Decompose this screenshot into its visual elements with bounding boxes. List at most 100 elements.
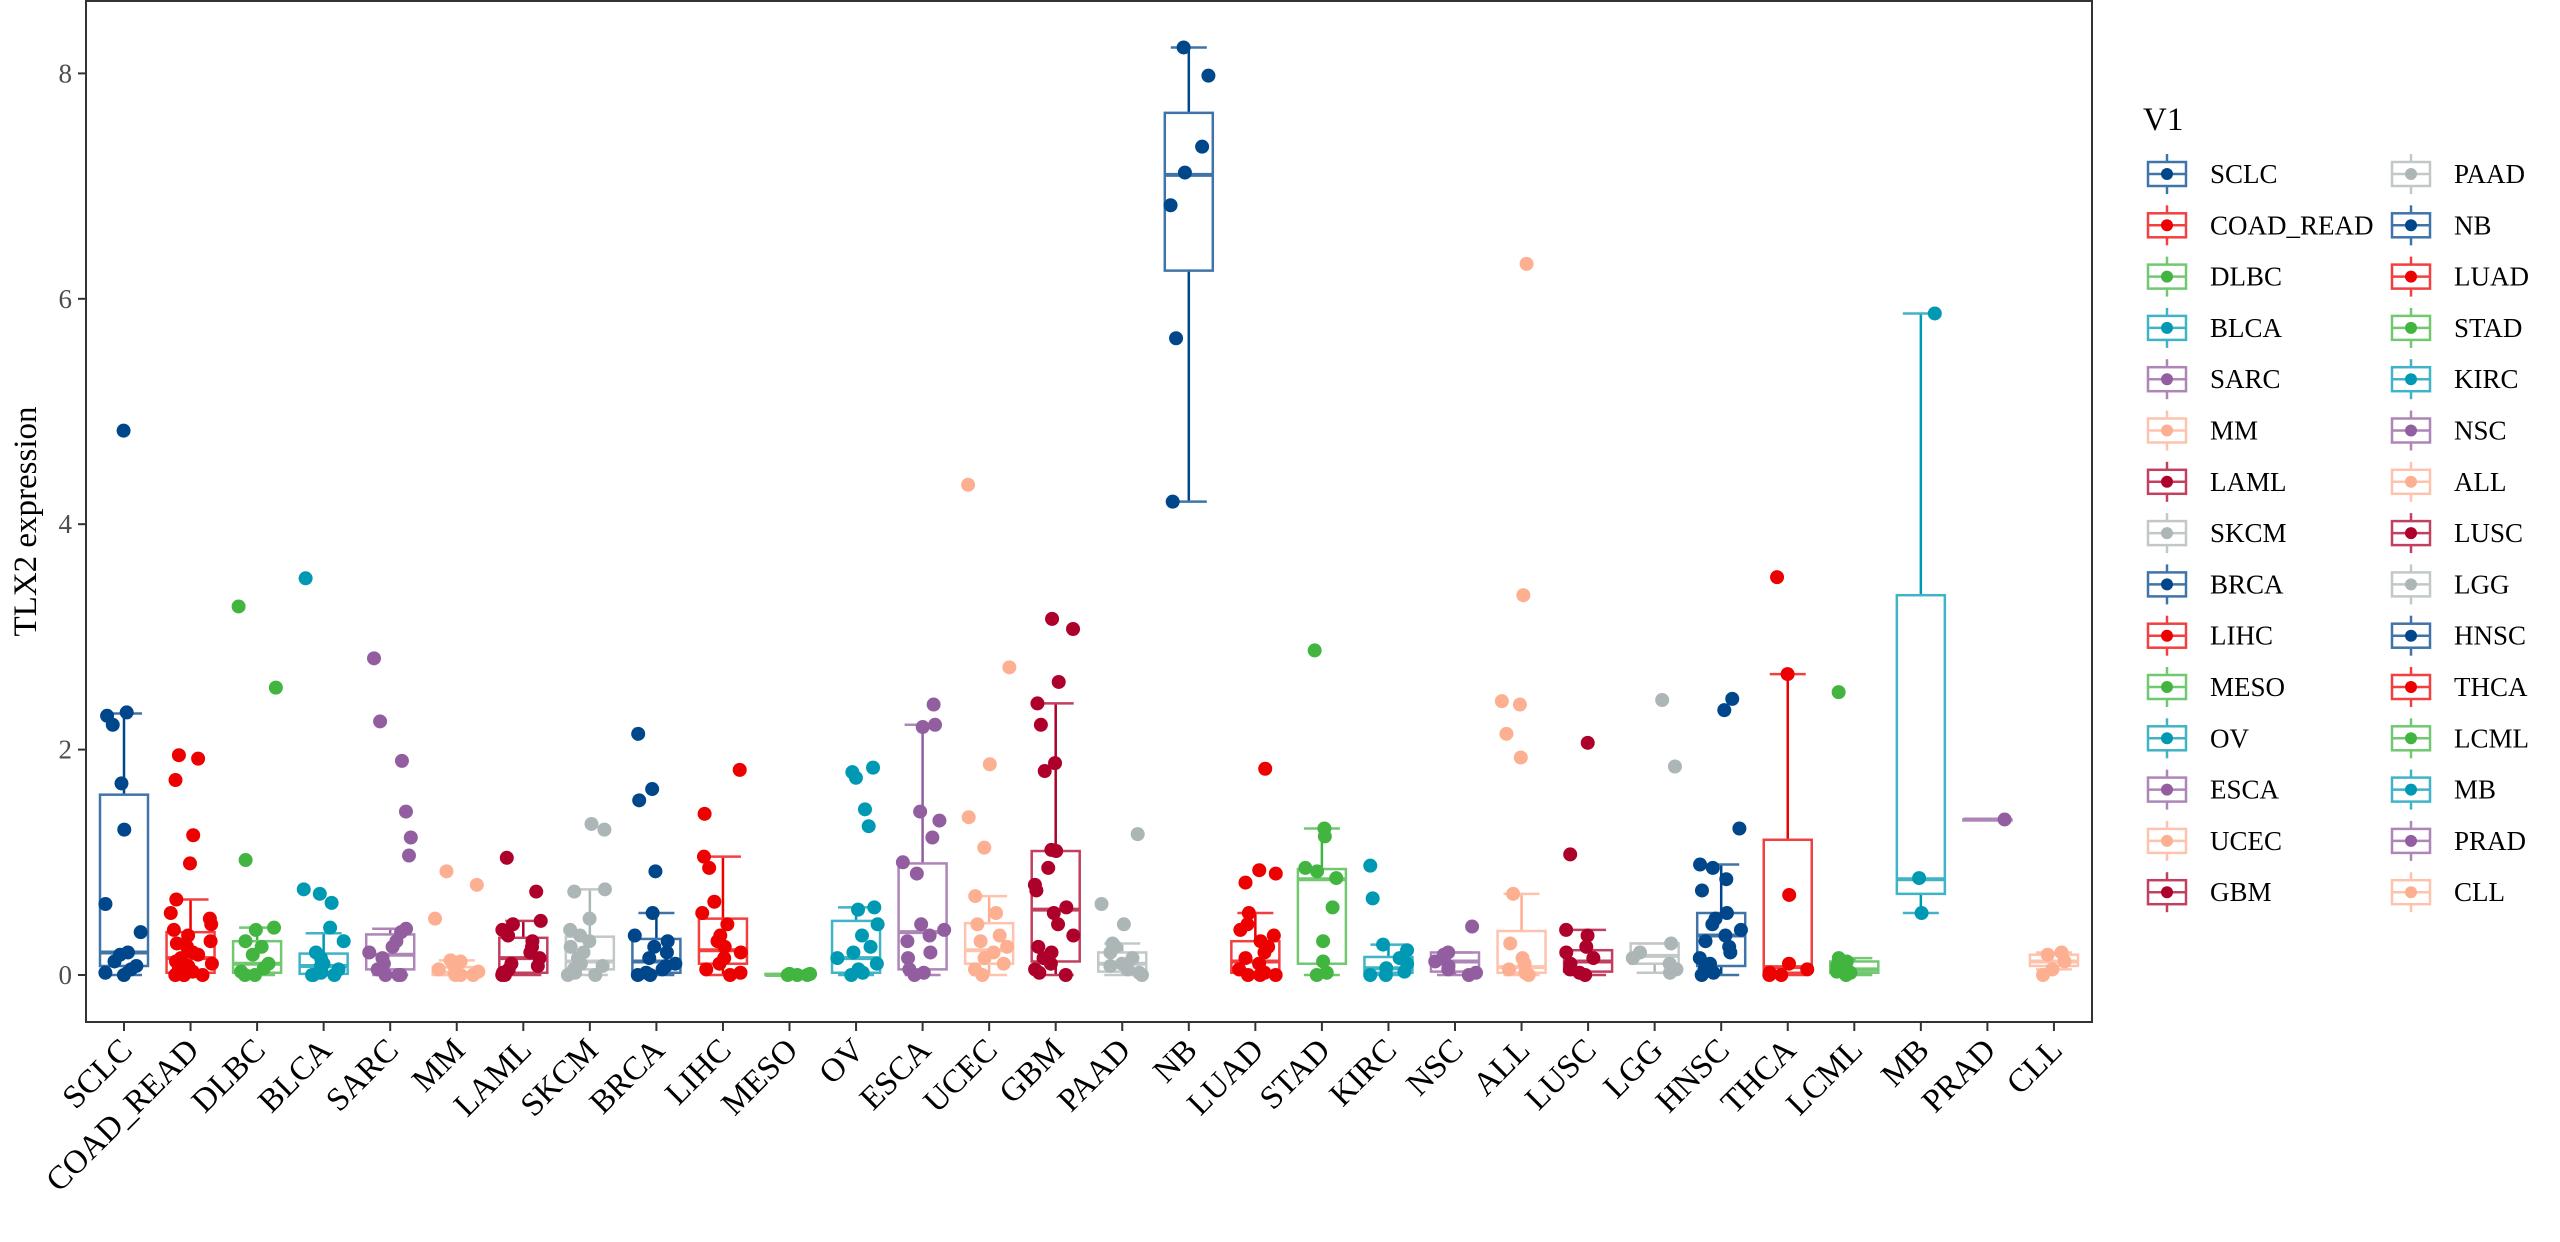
- legend-label: STAD: [2454, 313, 2522, 343]
- data-point: [1698, 934, 1713, 949]
- data-point: [1253, 968, 1268, 982]
- legend-item-sarc[interactable]: SARC: [2146, 359, 2281, 400]
- legend-item-sclc[interactable]: SCLC: [2146, 154, 2278, 194]
- data-point: [1580, 928, 1595, 943]
- data-point: [996, 956, 1011, 971]
- legend-item-lgg[interactable]: LGG: [2390, 564, 2510, 605]
- legend-item-brca[interactable]: BRCA: [2146, 564, 2284, 605]
- data-point: [324, 895, 339, 910]
- box-group-stad: [1296, 643, 1348, 982]
- data-point: [2036, 968, 2051, 982]
- data-point: [1363, 968, 1378, 982]
- data-point: [1238, 875, 1253, 890]
- data-point: [1719, 872, 1734, 887]
- data-point: [720, 917, 735, 932]
- box-group-mb: [1895, 306, 1947, 921]
- legend-title: V1: [2143, 102, 2183, 138]
- legend-item-thca[interactable]: THCA: [2390, 667, 2528, 707]
- data-point: [1732, 821, 1747, 836]
- data-point: [1268, 968, 1283, 982]
- legend-item-esca[interactable]: ESCA: [2146, 769, 2280, 810]
- data-point: [863, 939, 878, 954]
- legend-item-nb[interactable]: NB: [2390, 205, 2492, 246]
- data-point: [1762, 968, 1777, 982]
- box-group-lgg: [1625, 693, 1684, 980]
- box-iqr: [98, 793, 150, 968]
- y-tick-label: 0: [59, 960, 73, 990]
- data-point: [1165, 494, 1180, 509]
- x-tick-label: ESCA: [853, 1032, 938, 1117]
- data-point: [1662, 965, 1677, 980]
- data-point: [697, 806, 712, 821]
- data-point: [1201, 68, 1216, 83]
- legend-label: UCEC: [2210, 826, 2282, 856]
- legend-item-all[interactable]: ALL: [2390, 461, 2506, 502]
- legend-item-lusc[interactable]: LUSC: [2390, 513, 2523, 554]
- data-point: [1441, 962, 1456, 977]
- data-point: [915, 720, 930, 735]
- data-point: [1800, 962, 1815, 977]
- data-point: [857, 802, 872, 817]
- legend-item-mb[interactable]: MB: [2390, 769, 2496, 810]
- legend-item-meso[interactable]: MESO: [2146, 667, 2285, 707]
- data-point: [163, 906, 178, 921]
- legend-item-stad[interactable]: STAD: [2390, 307, 2522, 348]
- data-point: [631, 726, 646, 741]
- data-point: [932, 813, 947, 828]
- data-point: [1782, 887, 1797, 902]
- data-point: [1397, 964, 1412, 979]
- legend-item-lcml[interactable]: LCML: [2390, 718, 2529, 759]
- data-point: [237, 968, 252, 982]
- legend: V1 SCLC COAD_READ DLBC BLCA SARC MM LAML SKCM BR…: [2143, 102, 2529, 913]
- data-point: [900, 934, 915, 949]
- box-group-thca: [1762, 570, 1815, 982]
- data-point: [1694, 883, 1709, 898]
- data-point: [1774, 968, 1789, 982]
- legend-item-luad[interactable]: LUAD: [2390, 256, 2529, 297]
- data-point: [1723, 945, 1738, 960]
- legend-item-gbm[interactable]: GBM: [2146, 872, 2272, 913]
- legend-item-ov[interactable]: OV: [2146, 718, 2249, 759]
- data-point: [977, 840, 992, 855]
- data-point: [1033, 717, 1048, 732]
- legend-item-blca[interactable]: BLCA: [2146, 307, 2283, 348]
- legend-item-dlbc[interactable]: DLBC: [2146, 256, 2282, 297]
- data-point: [133, 925, 148, 940]
- legend-item-cll[interactable]: CLL: [2390, 872, 2505, 913]
- data-point: [1030, 696, 1045, 711]
- legend-item-ucec[interactable]: UCEC: [2146, 820, 2282, 861]
- data-point: [1258, 761, 1273, 776]
- legend-item-skcm[interactable]: SKCM: [2146, 513, 2287, 554]
- legend-item-nsc[interactable]: NSC: [2390, 410, 2507, 451]
- legend-label: ESCA: [2210, 775, 2280, 805]
- data-point: [1705, 917, 1720, 932]
- data-point: [732, 762, 747, 777]
- data-point: [1780, 667, 1795, 682]
- box-group-sclc: [98, 423, 150, 982]
- legend-label: PRAD: [2454, 826, 2526, 856]
- data-point: [448, 968, 463, 982]
- data-point: [105, 717, 120, 732]
- data-point: [1781, 956, 1796, 971]
- legend-item-hnsc[interactable]: HNSC: [2390, 615, 2526, 656]
- data-point: [431, 962, 446, 977]
- legend-item-paad[interactable]: PAAD: [2390, 154, 2525, 194]
- legend-item-prad[interactable]: PRAD: [2390, 820, 2526, 861]
- data-point: [323, 920, 338, 935]
- data-point: [1045, 611, 1060, 626]
- legend-item-lihc[interactable]: LIHC: [2146, 615, 2273, 656]
- box-group-blca: [296, 571, 351, 982]
- legend-item-coad_read[interactable]: COAD_READ: [2146, 205, 2374, 246]
- legend-item-kirc[interactable]: KIRC: [2390, 359, 2519, 400]
- data-point: [98, 965, 113, 980]
- data-point: [247, 968, 262, 982]
- data-point: [975, 968, 990, 982]
- legend-item-laml[interactable]: LAML: [2146, 461, 2287, 502]
- data-point: [970, 917, 985, 932]
- legend-key-point: [2161, 475, 2173, 488]
- legend-item-mm[interactable]: MM: [2146, 410, 2258, 451]
- data-point: [861, 819, 876, 834]
- legend-label: NSC: [2454, 416, 2507, 446]
